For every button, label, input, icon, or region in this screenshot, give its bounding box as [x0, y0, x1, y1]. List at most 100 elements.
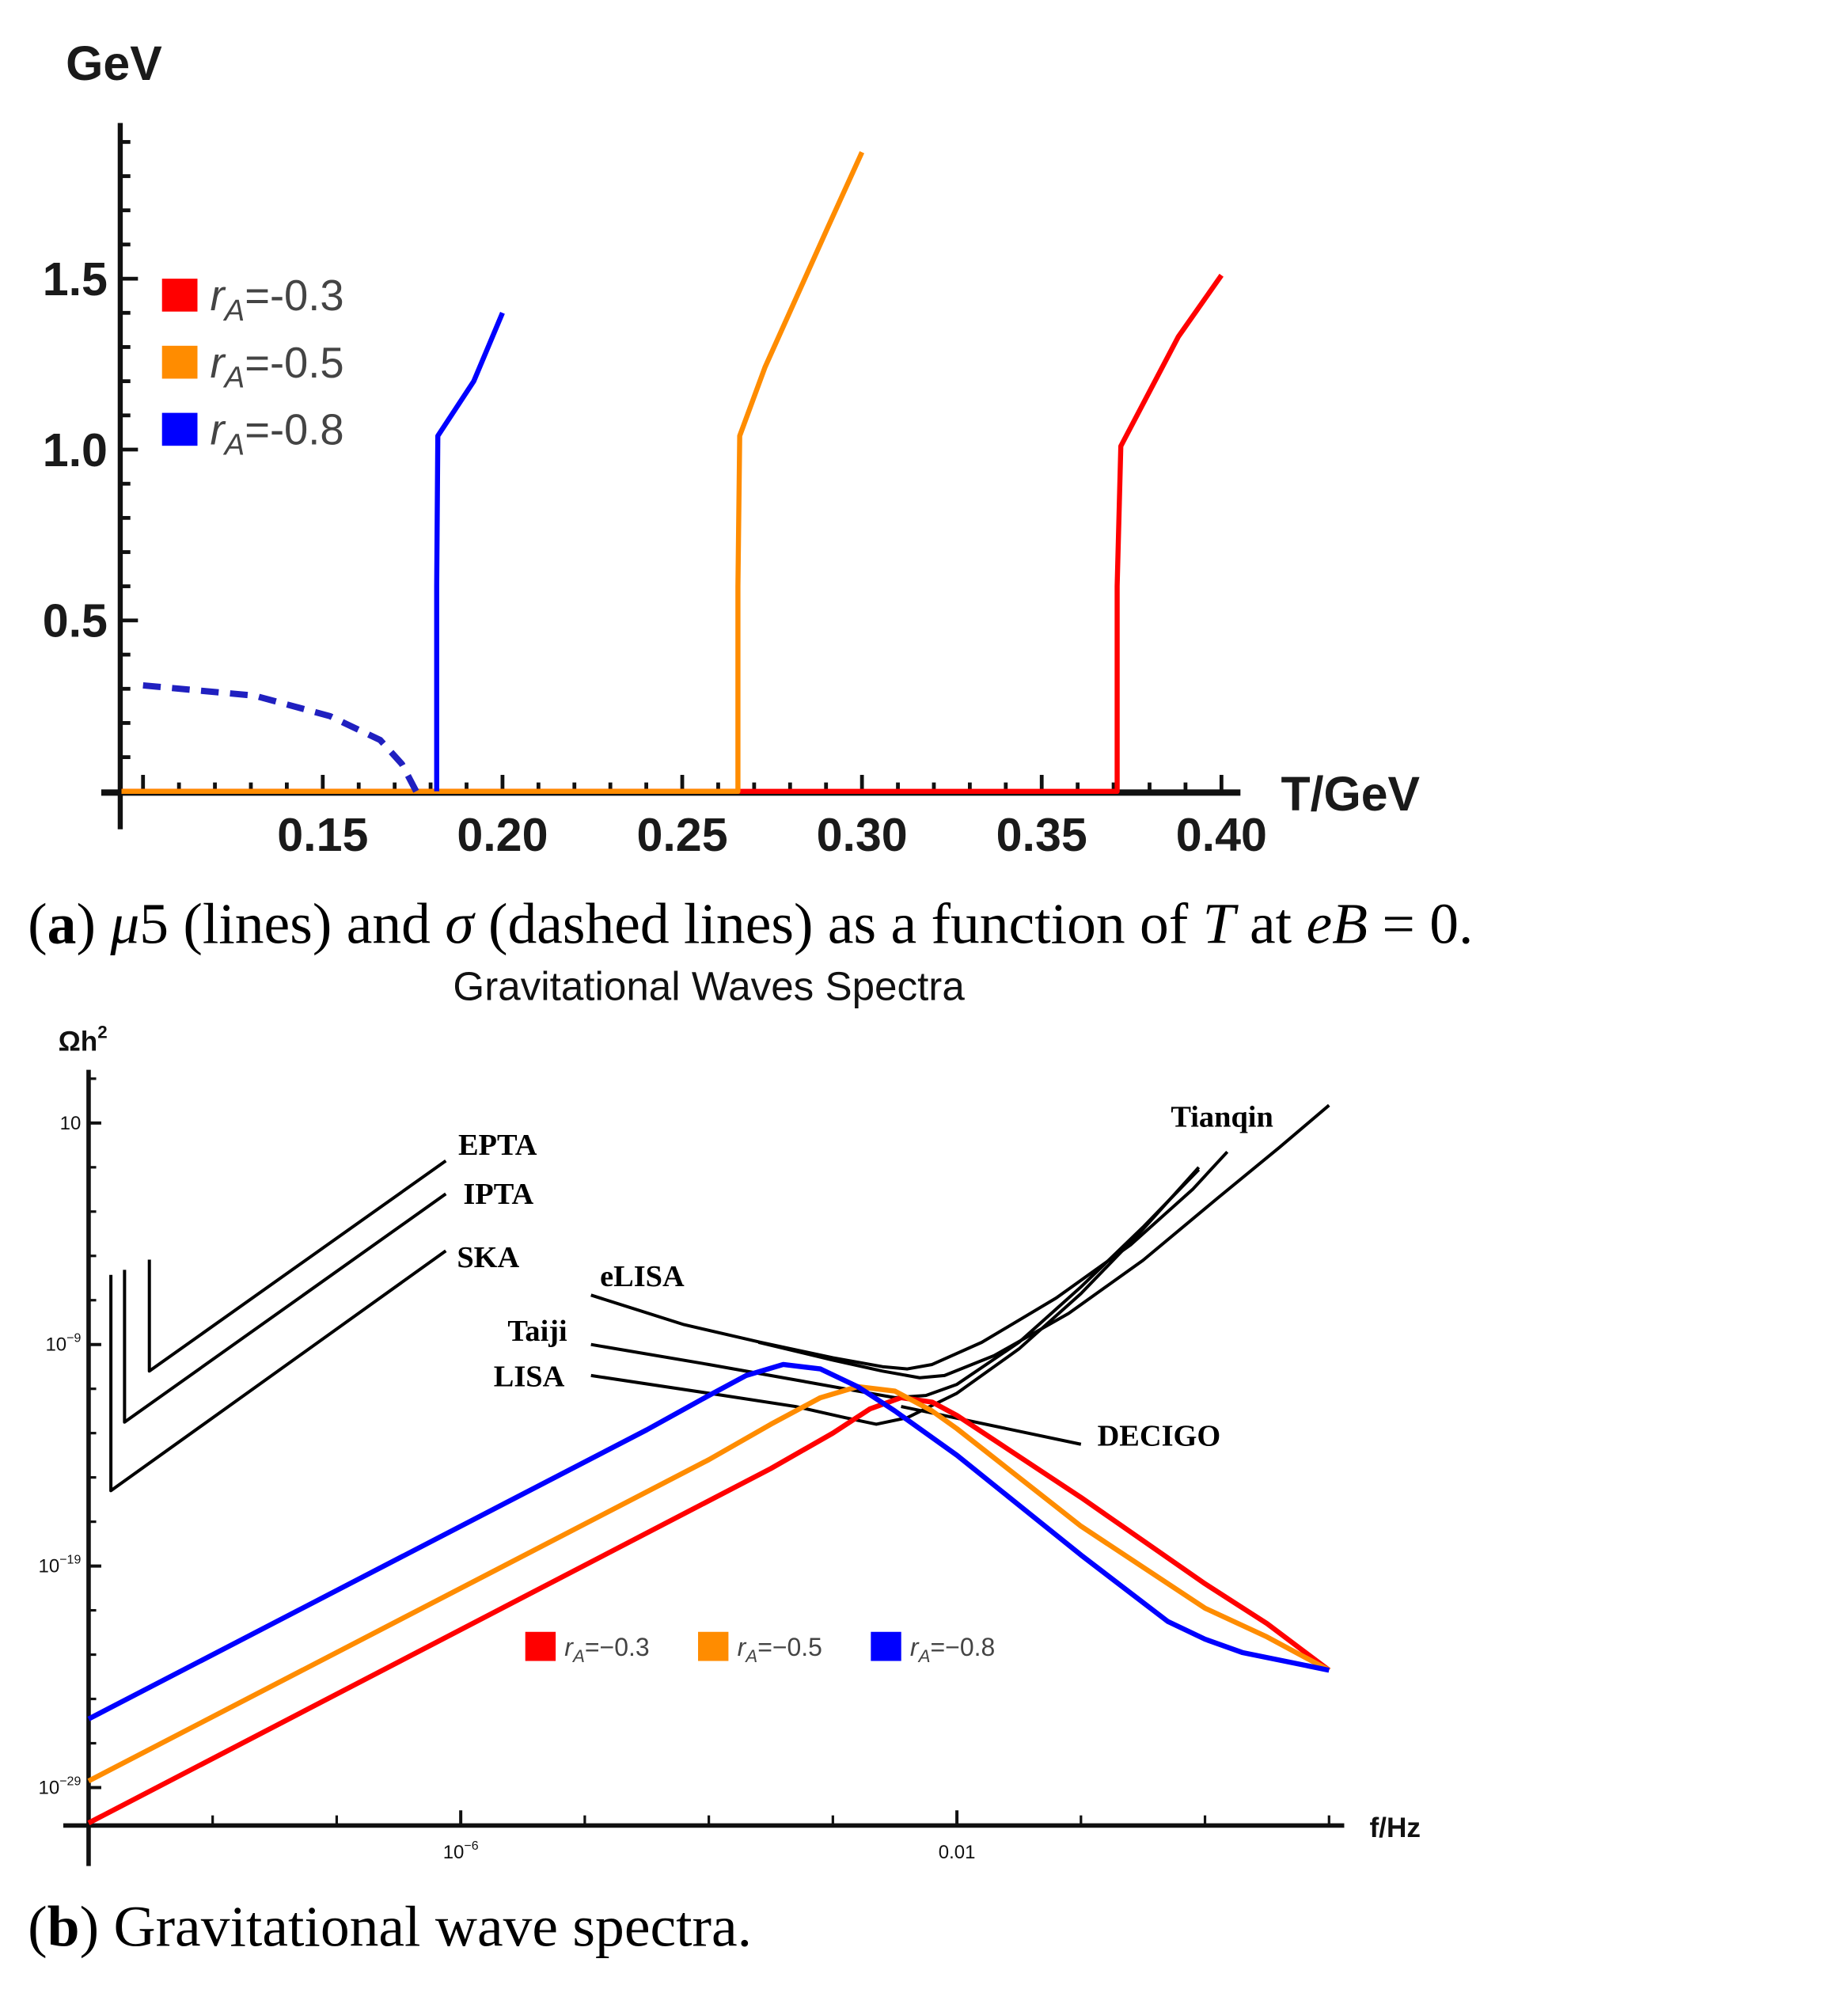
chart-a-legend-label: rA=-0.3: [210, 271, 343, 328]
legend-r: r: [564, 1633, 574, 1661]
instrument-label-tianqin: Tianqin: [1171, 1101, 1273, 1134]
chart-a-legend: rA=-0.3rA=-0.5rA=-0.8: [161, 271, 344, 462]
legend-r: r: [910, 1633, 920, 1661]
chart-b-legend: rA=−0.3 rA=−0.5 rA=−0.8: [525, 1631, 995, 1666]
chart-b-title: Gravitational Waves Spectra: [453, 964, 965, 1009]
chart-b-series-1: [87, 1384, 1330, 1783]
chart-a-series: [121, 150, 1224, 795]
chart-a-x-tick-label: 0.25: [636, 808, 727, 861]
instrument-label-epta: EPTA: [458, 1129, 537, 1162]
tick-exponent: −19: [59, 1553, 81, 1566]
chart-b-legend-swatch: [698, 1631, 729, 1661]
caption-segment: a: [47, 891, 77, 956]
sensitivity-curve-tianqin: [757, 1103, 1330, 1380]
legend-sub: A: [744, 1646, 757, 1666]
instrument-label-decigo: DECIGO: [1098, 1420, 1221, 1453]
caption-segment: (dashed lines) as a function of: [474, 891, 1203, 956]
sensitivity-curve-ska: [109, 1249, 447, 1493]
chart-a-legend-swatch: [161, 279, 198, 312]
legend-sub: A: [223, 361, 245, 395]
legend-sub: A: [223, 427, 245, 461]
chart-b-x-tick-label: 10−6: [443, 1839, 479, 1863]
tick-base: 10: [39, 1777, 60, 1798]
caption-segment: at: [1235, 891, 1307, 956]
chart-a-x-tick-label: 0.35: [996, 808, 1087, 861]
chart-a-legend-swatch: [161, 412, 198, 446]
chart-a-legend-label: rA=-0.5: [210, 339, 343, 395]
legend-value: =-0.8: [245, 406, 343, 454]
chart-b-y-tick-label: 10: [60, 1113, 82, 1134]
sensitivity-curve-taiji: [590, 1168, 1201, 1399]
legend-value: =-0.5: [245, 339, 343, 387]
tick-base: 10: [39, 1556, 60, 1577]
chart-b-legend-swatch: [525, 1631, 556, 1661]
chart-a-x-tick-label: 0.15: [277, 808, 368, 861]
legend-value: =−0.8: [931, 1633, 996, 1661]
chart-b-legend-swatch: [871, 1631, 901, 1661]
chart-a-x-tick-label: 0.30: [817, 808, 908, 861]
chart-a-series-0: [121, 273, 1224, 795]
caption-segment: T: [1203, 891, 1239, 956]
tick-base: 0.01: [939, 1842, 976, 1863]
chart-b-gw-spectra: Gravitational Waves Spectra Ωh2 f/Hz 101…: [39, 964, 1421, 1866]
chart-b-legend-label: rA=−0.8: [910, 1633, 995, 1666]
sensitivity-curve-epta: [147, 1160, 447, 1373]
caption-segment: (: [28, 891, 47, 956]
caption-segment: ): [76, 891, 110, 956]
chart-b-series-2: [87, 1361, 1330, 1721]
sensitivity-curve-ipta: [123, 1192, 447, 1424]
instrument-label-lisa: LISA: [494, 1360, 565, 1393]
legend-sub: A: [223, 294, 245, 328]
instrument-label-ska: SKA: [457, 1241, 519, 1274]
chart-a-y-tick-label: 0.5: [43, 594, 108, 647]
chart-b-ylabel: Ωh2: [59, 1023, 108, 1057]
chart-a-mu5-sigma: GeV T/GeV 0.51.01.50.15 0.20 0.25 0.30 0.35 0…: [43, 36, 1421, 861]
caption-a: (a) μ5 (lines) and σ (dashed lines) as a…: [28, 891, 1473, 956]
instrument-label-elisa: eLISA: [600, 1260, 685, 1293]
chart-a-xlabel: T/GeV: [1281, 767, 1421, 821]
chart-a-legend-label: rA=-0.8: [210, 406, 343, 462]
tick-exponent: −6: [464, 1839, 478, 1853]
caption-segment: 5 (lines) and: [139, 891, 445, 956]
legend-value: =-0.3: [245, 271, 343, 320]
chart-b-series-0: [87, 1395, 1331, 1826]
chart-a-series-1: [121, 150, 865, 795]
caption-segment: σ: [445, 891, 476, 956]
tick-base: 10: [443, 1842, 465, 1863]
caption-segment: ) Gravitational wave spectra.: [80, 1893, 753, 1958]
instrument-label-ipta: IPTA: [463, 1178, 533, 1211]
chart-a-legend-swatch: [161, 345, 198, 379]
chart-b-y-tick-label: 10−29: [39, 1775, 82, 1798]
chart-b-xlabel: f/Hz: [1369, 1812, 1420, 1843]
chart-b-series: EPTA IPTA SKA eLISA Tianqin Taiji LISA DECIGO: [87, 1101, 1331, 1826]
legend-value: =−0.5: [757, 1633, 822, 1661]
caption-segment: = 0.: [1368, 891, 1473, 956]
chart-b-ylabel-sup: 2: [97, 1023, 107, 1042]
sensitivity-curve-lisa: [590, 1166, 1201, 1426]
caption-segment: μ: [109, 891, 139, 956]
chart-a-series-3: [142, 681, 419, 793]
legend-r: r: [210, 339, 226, 387]
chart-b-y-tick-label: 10−19: [39, 1553, 82, 1577]
tick-exponent: −9: [66, 1332, 81, 1346]
caption-segment: (: [28, 1893, 47, 1958]
tick-exponent: −29: [59, 1775, 81, 1788]
chart-a-series-2: [434, 312, 505, 791]
legend-r: r: [210, 406, 226, 454]
legend-sub: A: [571, 1646, 585, 1666]
chart-b-x-tick-label: 0.01: [939, 1842, 976, 1863]
caption-b: (b) Gravitational wave spectra.: [28, 1893, 752, 1958]
legend-r: r: [210, 271, 226, 320]
tick-base: 10: [45, 1334, 66, 1356]
chart-a-y-tick-label: 1.0: [43, 423, 108, 476]
chart-a-y-tick-label: 1.5: [43, 252, 108, 306]
caption-segment: b: [47, 1893, 80, 1958]
chart-b-legend-label: rA=−0.5: [738, 1633, 822, 1666]
chart-b-ylabel-base: Ωh: [59, 1027, 98, 1057]
legend-sub: A: [917, 1646, 931, 1666]
chart-a-ylabel: GeV: [66, 36, 162, 90]
chart-a-axes: 0.5 1.0 1.5 0.15 0.20 0.25 0.30 0.35 0.40: [43, 123, 1267, 861]
legend-value: =−0.3: [585, 1633, 650, 1661]
